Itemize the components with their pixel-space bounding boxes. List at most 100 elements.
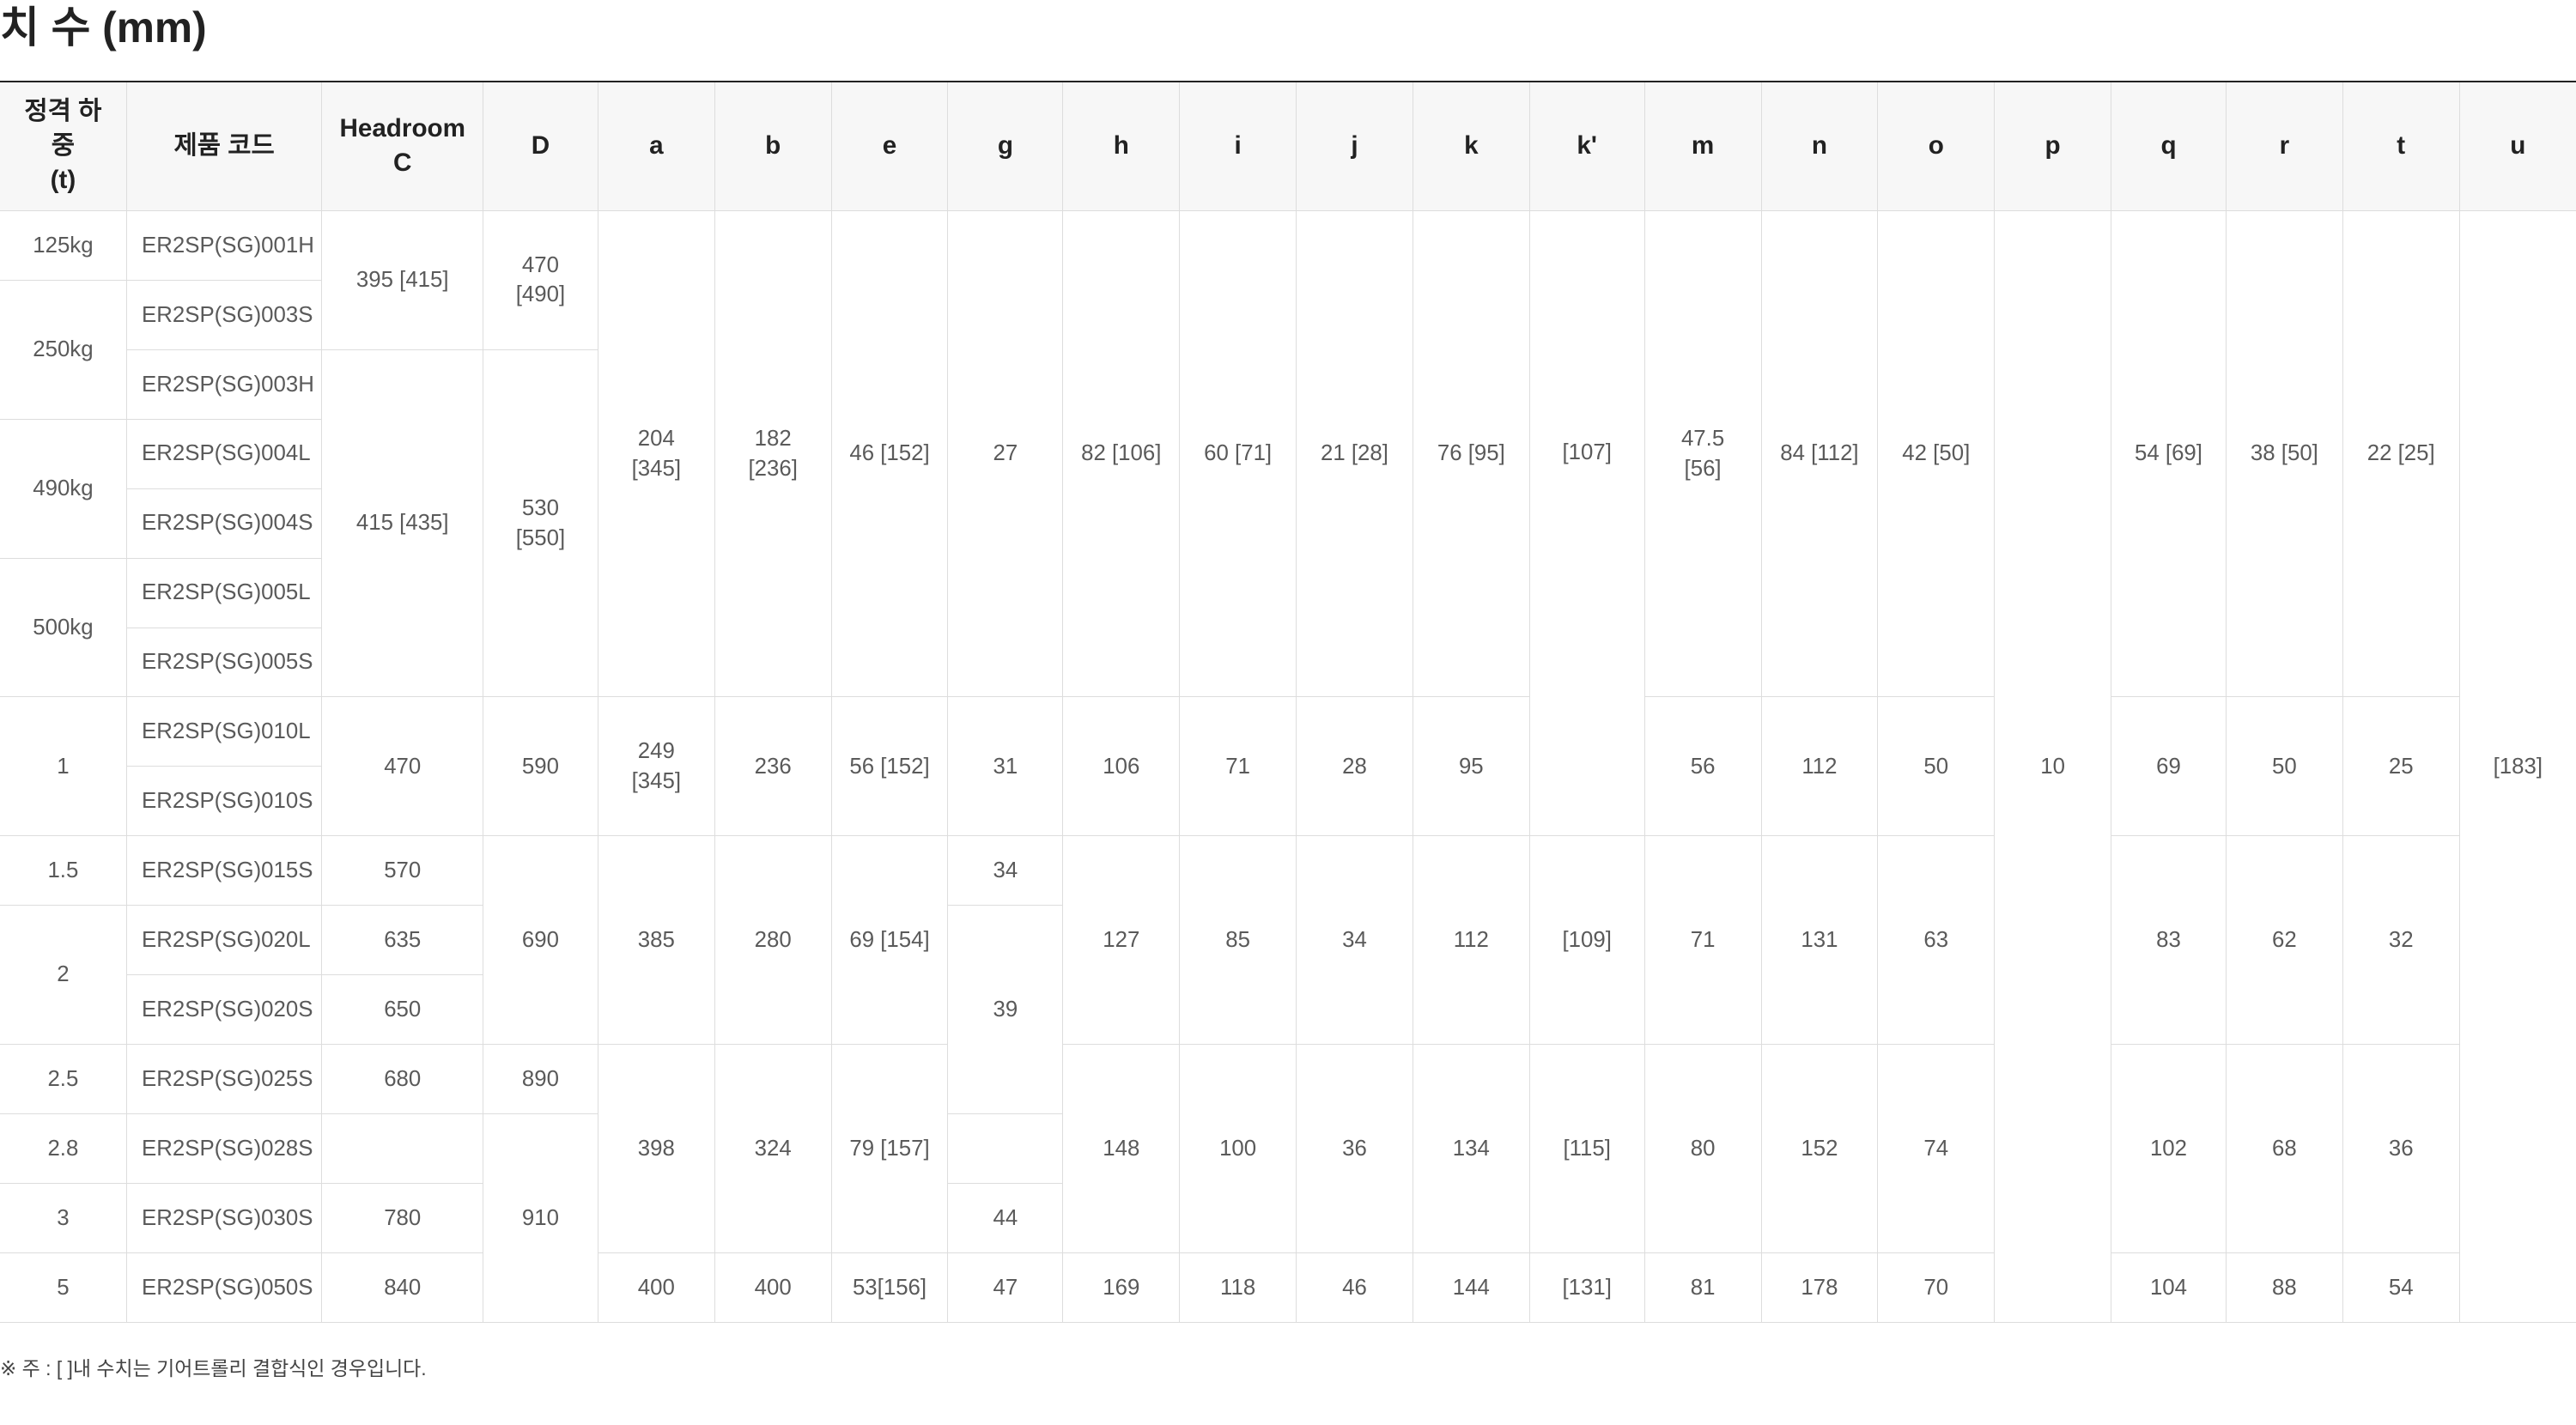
dimension-cell: 81 <box>1643 1252 1762 1323</box>
rated-load-cell: 2 <box>0 905 127 1046</box>
dimension-cell: 34 <box>947 835 1064 907</box>
dimension-cell: 104 <box>2111 1252 2227 1323</box>
footnote: ※ 주 : [ ]내 수치는 기어트롤리 결합식인 경우입니다. <box>0 1356 427 1380</box>
dimension-cell: 54 [69] <box>2111 209 2227 698</box>
dimension-cell: 32 <box>2342 835 2460 1046</box>
dimension-cell: 74 <box>1877 1044 1996 1253</box>
dimension-cell: 25 <box>2342 696 2460 837</box>
product-code-cell: ER2SP(SG)050S <box>125 1252 323 1323</box>
dimension-cell: 10 <box>1994 209 2112 1323</box>
dimension-cell: 178 <box>1760 1252 1879 1323</box>
dimension-cell: 28 <box>1296 696 1413 837</box>
rated-load-cell: 2.5 <box>0 1044 127 1114</box>
dimension-cell: 470 <box>321 696 483 837</box>
dimension-cell: 53[156] <box>830 1252 949 1323</box>
dimension-cell: 650 <box>321 974 483 1046</box>
dimension-cell: 38 [50] <box>2225 209 2343 698</box>
dimension-cell: [131] <box>1528 1252 1645 1323</box>
rated-load-cell: 1.5 <box>0 835 127 907</box>
dimension-cell: 102 <box>2111 1044 2227 1253</box>
dimension-cell: 112 <box>1412 835 1530 1046</box>
column-header: o <box>1877 81 1996 211</box>
table-row: 1 ER2SP(SG)010L 470 590 249 [345] 236 56 [152]… <box>0 696 2576 837</box>
dimension-cell: 470 [490] <box>482 209 598 350</box>
dimension-cell: 249 [345] <box>597 696 715 837</box>
table-row: 3 ER2SP(SG)030S 780 44 <box>0 1182 2576 1253</box>
column-header: p <box>1994 81 2112 211</box>
dimension-cell: 85 <box>1179 835 1297 1046</box>
dimension-cell: 44 <box>947 1182 1064 1253</box>
dimension-cell: 169 <box>1062 1252 1181 1323</box>
dimension-cell: 69 <box>2111 696 2227 837</box>
dimension-cell: 42 [50] <box>1877 209 1996 698</box>
column-header: 정격 하중 (t) <box>0 81 127 211</box>
table-row: 250kg ER2SP(SG)003S <box>0 279 2576 420</box>
dimension-cell: 400 <box>714 1252 832 1323</box>
table-row: ER2SP(SG)005S <box>0 627 2576 698</box>
dimension-cell: 39 <box>947 905 1064 1114</box>
dimension-cell: [115] <box>1528 1044 1645 1253</box>
product-code-cell: ER2SP(SG)010L <box>125 696 323 767</box>
rated-load-cell: 2.8 <box>0 1113 127 1184</box>
dimension-cell: 22 [25] <box>2342 209 2460 698</box>
dimension-cell <box>947 1113 1064 1184</box>
column-header: b <box>714 81 832 211</box>
product-code-cell: ER2SP(SG)015S <box>125 835 323 907</box>
table-row: ER2SP(SG)020S 650 <box>0 974 2576 1046</box>
dimension-cell: [109] <box>1528 835 1645 1046</box>
dimension-cell: [183] <box>2458 209 2576 1323</box>
page-title: 치 수 (mm) <box>0 3 207 52</box>
table-row: ER2SP(SG)004S <box>0 488 2576 559</box>
product-code-cell: ER2SP(SG)025S <box>125 1044 323 1114</box>
table-row: ER2SP(SG)003H 415 [435] 530 [550] <box>0 349 2576 698</box>
dimension-cell: 100 <box>1179 1044 1297 1253</box>
dimension-cell: 46 <box>1296 1252 1413 1323</box>
rated-load-cell: 500kg <box>0 557 127 698</box>
table-row: 125kg ER2SP(SG)001H 395 [415] 470 [490] 204 … <box>0 209 2576 1323</box>
dimension-cell: 50 <box>2225 696 2343 837</box>
dimension-cell: 204 [345] <box>597 209 715 698</box>
dimension-cell: 324 <box>714 1044 832 1253</box>
dimension-cell: 95 <box>1412 696 1530 837</box>
table-row: 5 ER2SP(SG)050S 840 400 400 53[156] 47 169 118 46… <box>0 1252 2576 1323</box>
dimension-cell: 60 [71] <box>1179 209 1297 698</box>
table-row: 2.8 ER2SP(SG)028S 910 <box>0 1113 2576 1323</box>
column-header: q <box>2111 81 2227 211</box>
dimension-cell: 112 <box>1760 696 1879 837</box>
product-code-cell: ER2SP(SG)004S <box>125 488 323 559</box>
table-row: 2 ER2SP(SG)020L 635 39 <box>0 905 2576 1114</box>
product-code-cell: ER2SP(SG)003S <box>125 279 323 350</box>
dimension-cell: 118 <box>1179 1252 1297 1323</box>
column-header: 제품 코드 <box>125 81 323 211</box>
product-code-cell: ER2SP(SG)003H <box>125 349 323 420</box>
dimension-cell: 46 [152] <box>830 209 949 698</box>
dimension-cell: 106 <box>1062 696 1181 837</box>
rated-load-cell: 125kg <box>0 209 127 281</box>
dimension-cell: 148 <box>1062 1044 1181 1253</box>
table-row: 490kg ER2SP(SG)004L <box>0 418 2576 559</box>
dimension-cell: 590 <box>482 696 598 837</box>
dimension-cell: 635 <box>321 905 483 976</box>
dimension-cell <box>321 1113 483 1184</box>
dimension-cell: 84 [112] <box>1760 209 1879 698</box>
rated-load-cell: 1 <box>0 696 127 837</box>
dimension-cell: 395 [415] <box>321 209 483 350</box>
dimension-cell: 80 <box>1643 1044 1762 1253</box>
dimension-cell: 131 <box>1760 835 1879 1046</box>
dimension-cell: 36 <box>2342 1044 2460 1253</box>
column-header: D <box>482 81 598 211</box>
product-code-cell: ER2SP(SG)010S <box>125 766 323 837</box>
dimension-cell: 27 <box>947 209 1064 698</box>
dimension-cell: 400 <box>597 1252 715 1323</box>
dimension-cell: 690 <box>482 835 598 1046</box>
dimension-cell: 127 <box>1062 835 1181 1046</box>
dimension-cell: 47 <box>947 1252 1064 1323</box>
dimension-cell: 31 <box>947 696 1064 837</box>
dimension-cell: 34 <box>1296 835 1413 1046</box>
dimension-cell: 47.5 [56] <box>1643 209 1762 698</box>
dimension-cell: 780 <box>321 1182 483 1253</box>
dimension-cell: 56 [152] <box>830 696 949 837</box>
product-code-cell: ER2SP(SG)030S <box>125 1182 323 1253</box>
